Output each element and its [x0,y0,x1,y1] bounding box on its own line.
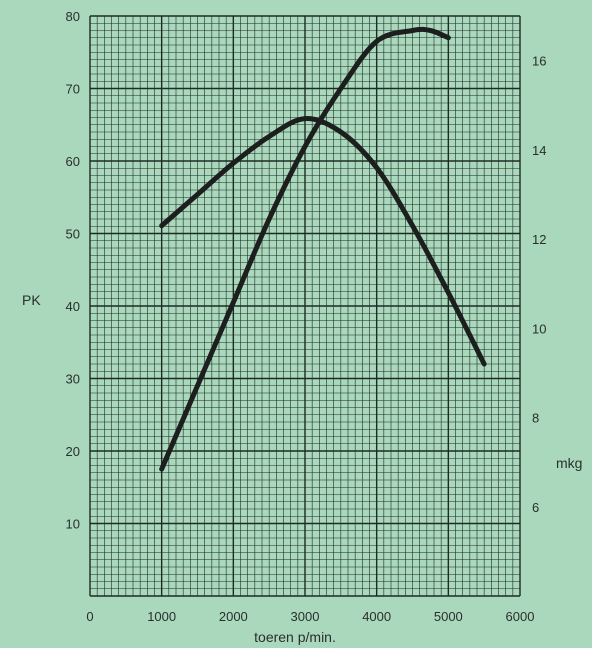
x-tick-label: 2000 [219,609,248,624]
y-tick-label: 20 [66,444,80,459]
y2-tick-label: 10 [532,321,546,336]
x-tick-labels: 0 1000 2000 3000 4000 5000 6000 [86,609,534,624]
y2-tick-label: 16 [532,54,546,69]
y-tick-label: 60 [66,154,80,169]
y-axis-label: PK [22,292,41,308]
x-tick-label: 3000 [291,609,320,624]
x-tick-label: 1000 [147,609,176,624]
y2-tick-label: 6 [532,500,539,515]
y-tick-label: 70 [66,82,80,97]
y-tick-labels: 10 20 30 40 50 60 70 80 [66,9,80,532]
curves [159,26,487,472]
y-tick-label: 30 [66,372,80,387]
y2-tick-labels: 6 8 10 12 14 16 [532,54,546,515]
y-tick-label: 50 [66,227,80,242]
x-tick-label: 5000 [434,609,463,624]
grid [89,15,521,597]
torque-curve [159,116,487,367]
y2-tick-label: 12 [532,232,546,247]
x-tick-label: 6000 [506,609,535,624]
y-tick-label: 10 [66,517,80,532]
y-tick-label: 80 [66,9,80,24]
power-curve [159,26,451,472]
x-tick-label: 4000 [362,609,391,624]
x-axis-label: toeren p/min. [254,629,336,645]
x-tick-label: 0 [86,609,93,624]
y2-tick-label: 8 [532,411,539,426]
y-tick-label: 40 [66,299,80,314]
y2-axis-label: mkg [556,455,582,471]
y2-tick-label: 14 [532,143,546,158]
